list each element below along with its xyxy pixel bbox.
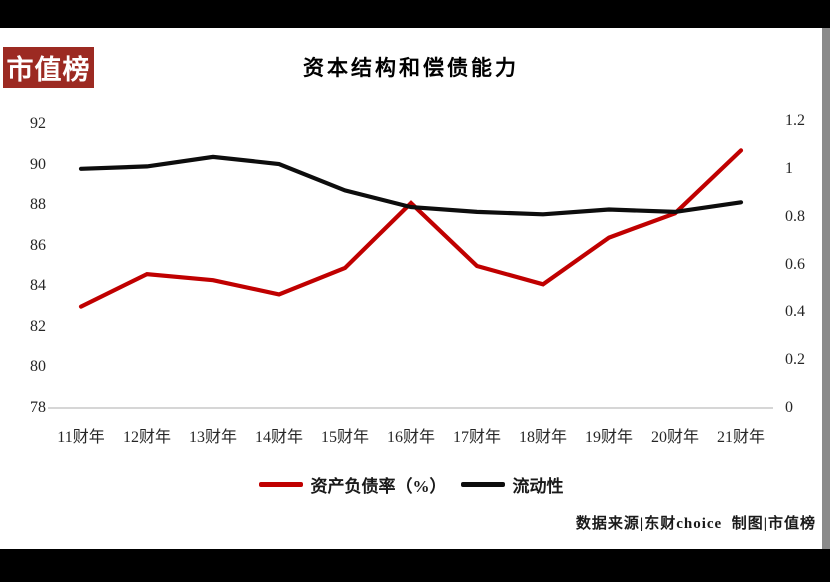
x-axis-tick: 12财年 [122,429,172,446]
bottom-frame-bar [0,549,830,582]
x-axis-tick: 16财年 [386,429,436,446]
x-axis-tick: 18财年 [518,429,568,446]
x-axis-tick: 13财年 [188,429,238,446]
x-axis-tick: 21财年 [716,429,766,446]
chart-legend: 资产负债率（%） 流动性 [0,472,822,497]
left-axis-tick: 92 [30,115,46,132]
x-axis-tick: 11财年 [57,429,105,446]
liquidity-legend-swatch-icon [460,482,505,487]
top-frame-bar [0,0,830,28]
x-axis-tick: 15财年 [320,429,370,446]
liquidity-legend-label: 流动性 [512,477,564,496]
left-axis-tick: 80 [30,358,46,376]
left-axis-tick: 78 [30,399,46,416]
liquidity-line [78,154,744,217]
left-axis-tick: 84 [30,277,46,295]
source-credit: 数据来源|东财choice 制图|市值榜 [575,516,816,532]
chart-title: 资本结构和偿债能力 [303,56,519,80]
right-axis-tick: 0.2 [785,351,805,369]
left-axis-tick: 82 [30,317,46,335]
left-axis-tick: 86 [30,236,46,254]
legend-item-debt-ratio: 资产负债率（%） [258,472,447,497]
left-axis-tick: 90 [30,155,46,173]
legend-item-liquidity: 流动性 [460,472,564,497]
right-axis-tick: 0.8 [785,207,805,225]
right-axis-tick: 1 [785,159,793,177]
x-axis-tick: 17财年 [452,429,502,446]
right-axis-tick: 0.4 [785,303,805,321]
x-axis-tick: 14财年 [254,429,304,446]
x-axis-tick: 20财年 [650,429,700,446]
debt-ratio-line [78,148,744,309]
shizhibang-logo: 市值榜 [3,47,94,88]
debt-ratio-legend-swatch-icon [258,482,303,487]
debt-ratio-legend-label: 资产负债率（%） [310,477,447,496]
right-frame-bar [822,28,830,549]
right-axis-tick: 0 [785,399,793,416]
logo-text: 市值榜 [6,55,91,85]
right-axis-tick: 0.6 [785,255,805,273]
right-axis-tick: 1.2 [785,112,805,129]
x-axis-tick: 19财年 [584,429,634,446]
left-axis-tick: 88 [30,196,46,214]
